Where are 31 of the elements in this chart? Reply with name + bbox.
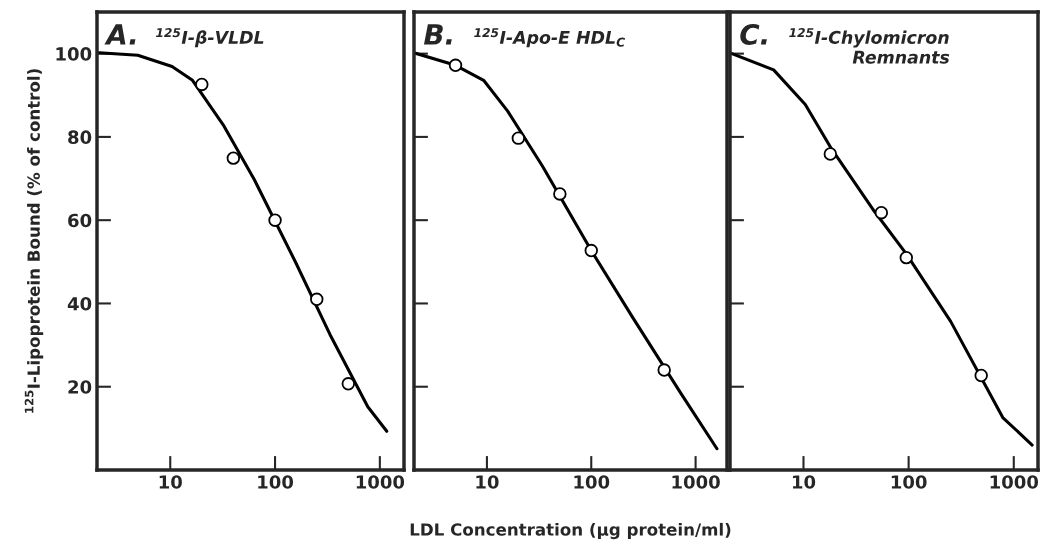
chart-title: A. [104, 24, 136, 45]
text: $^{125}$I-β-VLDL [156, 28, 264, 48]
y-tick-label: 80 [68, 130, 92, 145]
point [268, 213, 282, 227]
x-tick-label: 1000 [356, 475, 405, 489]
x-tick-label: 100 [891, 475, 927, 489]
y-axis-title: $^{125}$I-Lipoprotein Bound (% of control) [24, 69, 44, 413]
point [341, 377, 356, 391]
x-tick-label: 100 [574, 475, 610, 489]
x-tick-label: 10 [159, 475, 182, 489]
x-axis-title: LDL Concentration (µg protein/ml) [410, 522, 731, 540]
text: $^{125}$I-Apo-E HDL$_{C}$ [474, 28, 626, 48]
point [448, 58, 463, 73]
point [657, 363, 671, 377]
x-tick-label: 100 [258, 475, 294, 489]
y-tick-label: 60 [68, 213, 92, 228]
y-tick-label: 100 [56, 47, 92, 61]
point [553, 187, 567, 201]
x-tick-label: 1000 [990, 475, 1039, 489]
chart-title: C. [740, 23, 767, 45]
x-tick-label: 10 [476, 475, 499, 489]
text: $^{125}$I-Chylomicron Remnants [789, 28, 950, 64]
point [874, 205, 889, 220]
x-tick-label: 10 [792, 475, 816, 489]
y-tick-label: 40 [67, 296, 92, 311]
y-tick-label: 20 [68, 380, 92, 394]
point [974, 368, 988, 383]
x-tick-label: 1000 [672, 475, 720, 489]
point [195, 77, 209, 92]
chart-title: B. [423, 24, 452, 45]
point [823, 147, 838, 161]
